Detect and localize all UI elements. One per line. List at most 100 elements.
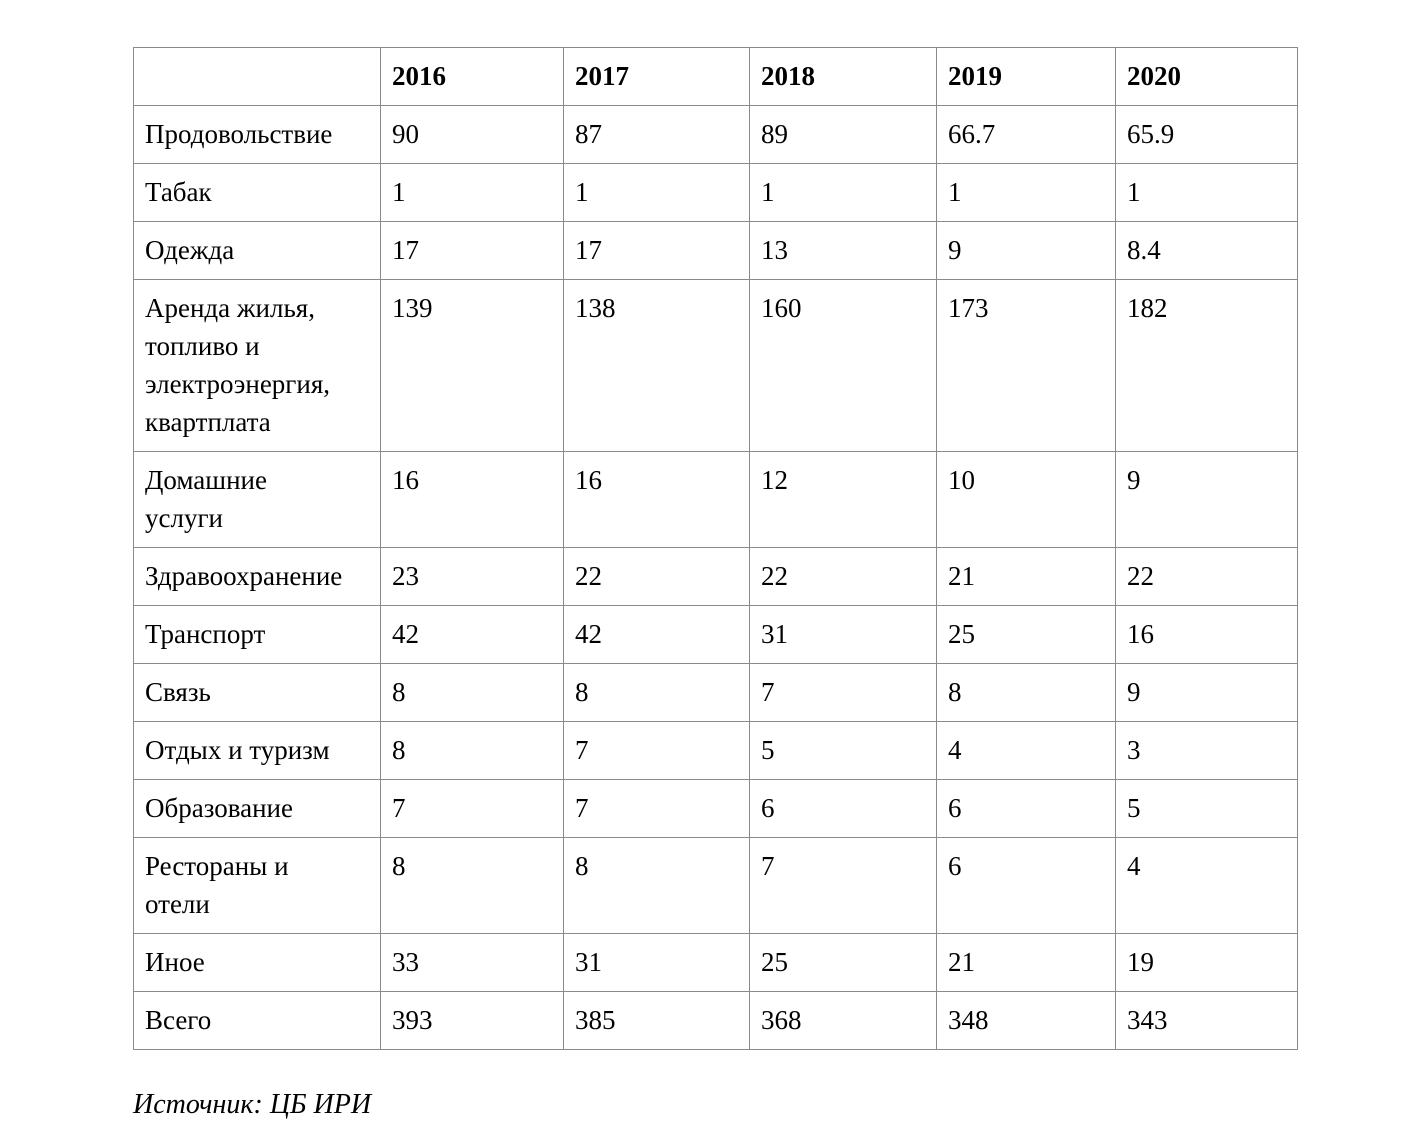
table-cell: 9 <box>936 221 1116 280</box>
year-header-2016: 2016 <box>380 47 564 106</box>
table-cell: 348 <box>936 991 1116 1050</box>
table-cell: 8 <box>936 663 1116 722</box>
table-row: Образование 7 7 6 6 5 <box>133 779 1298 838</box>
table-cell: 22 <box>749 547 937 606</box>
table-row: Отдых и туризм 8 7 5 4 3 <box>133 721 1298 780</box>
table-row: Аренда жилья, топливо и электроэнергия, … <box>133 279 1298 452</box>
table-row: Всего 393 385 368 348 343 <box>133 991 1298 1050</box>
table-cell: 6 <box>749 779 937 838</box>
table-cell: 182 <box>1115 279 1298 452</box>
table-cell: 368 <box>749 991 937 1050</box>
table-cell: 1 <box>1115 163 1298 222</box>
table-row: Здравоохранение 23 22 22 21 22 <box>133 547 1298 606</box>
table-cell: 17 <box>380 221 564 280</box>
table-cell: 5 <box>1115 779 1298 838</box>
table-cell: 8 <box>563 663 750 722</box>
table-cell: 1 <box>380 163 564 222</box>
row-label: Отдых и туризм <box>133 721 381 780</box>
table-cell: 31 <box>749 605 937 664</box>
row-label: Рестораны и отели <box>133 837 381 934</box>
table-cell: 66.7 <box>936 105 1116 164</box>
table-cell: 4 <box>936 721 1116 780</box>
table-cell: 16 <box>563 451 750 548</box>
row-label: Аренда жилья, топливо и электроэнергия, … <box>133 279 381 452</box>
row-label: Иное <box>133 933 381 992</box>
row-label: Продовольствие <box>133 105 381 164</box>
table-cell: 22 <box>563 547 750 606</box>
table-cell: 1 <box>936 163 1116 222</box>
row-label: Транспорт <box>133 605 381 664</box>
source-note: Источник: ЦБ ИРИ <box>133 1089 372 1120</box>
table-row: Рестораны и отели 8 8 7 6 4 <box>133 837 1298 934</box>
table-cell: 12 <box>749 451 937 548</box>
table-cell: 4 <box>1115 837 1298 934</box>
table-cell: 10 <box>936 451 1116 548</box>
table-row: Продовольствие 90 87 89 66.7 65.9 <box>133 105 1298 164</box>
table-cell: 25 <box>936 605 1116 664</box>
table-cell: 173 <box>936 279 1116 452</box>
table-row: Домашние услуги 16 16 12 10 9 <box>133 451 1298 548</box>
table-cell: 13 <box>749 221 937 280</box>
table-cell: 8 <box>380 721 564 780</box>
table-cell: 90 <box>380 105 564 164</box>
expenditure-by-year-table: 2016 2017 2018 2019 2020 Продовольствие … <box>133 47 1298 1050</box>
table-cell: 139 <box>380 279 564 452</box>
year-header-2020: 2020 <box>1115 47 1298 106</box>
year-header-2019: 2019 <box>936 47 1116 106</box>
table-cell: 6 <box>936 779 1116 838</box>
table-cell: 5 <box>749 721 937 780</box>
table-cell: 17 <box>563 221 750 280</box>
table-cell: 42 <box>380 605 564 664</box>
corner-empty-cell <box>133 47 381 106</box>
row-label: Связь <box>133 663 381 722</box>
table-cell: 31 <box>563 933 750 992</box>
table-cell: 8 <box>563 837 750 934</box>
row-label: Здравоохранение <box>133 547 381 606</box>
table-cell: 9 <box>1115 663 1298 722</box>
table-row: Иное 33 31 25 21 19 <box>133 933 1298 992</box>
table-cell: 9 <box>1115 451 1298 548</box>
table-cell: 1 <box>563 163 750 222</box>
table-cell: 16 <box>380 451 564 548</box>
year-header-2017: 2017 <box>563 47 750 106</box>
year-header-2018: 2018 <box>749 47 937 106</box>
table-cell: 385 <box>563 991 750 1050</box>
row-label: Одежда <box>133 221 381 280</box>
table-cell: 65.9 <box>1115 105 1298 164</box>
table-cell: 42 <box>563 605 750 664</box>
table-header-row: 2016 2017 2018 2019 2020 <box>133 47 1298 106</box>
table-cell: 22 <box>1115 547 1298 606</box>
table-cell: 87 <box>563 105 750 164</box>
table-cell: 7 <box>563 721 750 780</box>
table-cell: 25 <box>749 933 937 992</box>
row-label: Всего <box>133 991 381 1050</box>
table-row: Связь 8 8 7 8 9 <box>133 663 1298 722</box>
table-cell: 23 <box>380 547 564 606</box>
table-row: Транспорт 42 42 31 25 16 <box>133 605 1298 664</box>
table-cell: 1 <box>749 163 937 222</box>
table-cell: 6 <box>936 837 1116 934</box>
row-label: Табак <box>133 163 381 222</box>
row-label: Домашние услуги <box>133 451 381 548</box>
table-cell: 138 <box>563 279 750 452</box>
table-cell: 3 <box>1115 721 1298 780</box>
table-cell: 8.4 <box>1115 221 1298 280</box>
table-cell: 7 <box>749 663 937 722</box>
table-row: Одежда 17 17 13 9 8.4 <box>133 221 1298 280</box>
table-cell: 19 <box>1115 933 1298 992</box>
table-cell: 89 <box>749 105 937 164</box>
table-cell: 393 <box>380 991 564 1050</box>
table-cell: 8 <box>380 837 564 934</box>
table-cell: 33 <box>380 933 564 992</box>
table-cell: 21 <box>936 933 1116 992</box>
table-cell: 7 <box>563 779 750 838</box>
table-cell: 160 <box>749 279 937 452</box>
table-cell: 7 <box>749 837 937 934</box>
table-cell: 343 <box>1115 991 1298 1050</box>
table-cell: 16 <box>1115 605 1298 664</box>
table-cell: 7 <box>380 779 564 838</box>
row-label: Образование <box>133 779 381 838</box>
table-row: Табак 1 1 1 1 1 <box>133 163 1298 222</box>
table-cell: 21 <box>936 547 1116 606</box>
